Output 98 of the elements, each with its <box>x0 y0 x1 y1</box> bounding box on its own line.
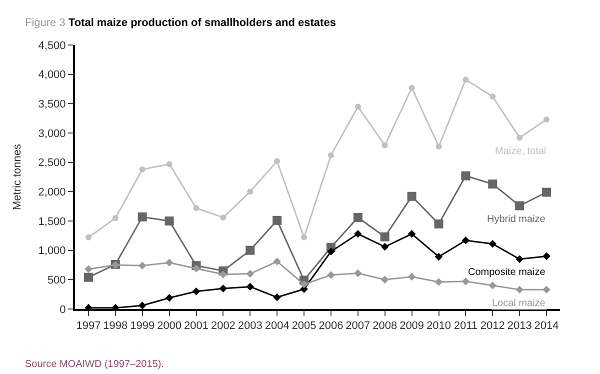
point <box>380 232 390 242</box>
point <box>353 212 362 222</box>
x-tick-label: 1997 <box>76 320 101 332</box>
x-tick-label: 2010 <box>426 320 451 332</box>
y-tick-label: 4,500 <box>38 40 66 52</box>
point <box>490 94 496 100</box>
y-tick-label: 2,000 <box>38 186 66 199</box>
point <box>166 161 172 168</box>
x-tick-label: 2011 <box>454 320 478 332</box>
point <box>246 246 255 255</box>
point <box>84 265 92 274</box>
point <box>462 236 470 244</box>
point <box>273 293 281 302</box>
point <box>544 116 550 123</box>
y-tick-label: 3,500 <box>38 98 66 111</box>
point <box>380 242 389 251</box>
x-tick-label: 2001 <box>184 320 208 332</box>
x-tick-label: 2009 <box>400 320 424 332</box>
x-tick-label: 2003 <box>238 320 262 332</box>
series-label: Hybrid maize <box>487 214 546 225</box>
point <box>247 188 254 195</box>
point <box>462 278 470 286</box>
point <box>165 294 174 302</box>
point <box>138 262 146 270</box>
point <box>542 188 552 197</box>
point <box>220 214 226 220</box>
point <box>327 248 335 256</box>
point <box>84 272 93 282</box>
point <box>407 192 416 201</box>
point <box>138 302 146 309</box>
point <box>139 166 146 172</box>
y-axis-title: Metric tonnes <box>11 143 24 210</box>
point <box>382 142 388 148</box>
point <box>138 212 147 222</box>
y-tick-label: 500 <box>47 274 66 287</box>
point <box>516 134 523 141</box>
point <box>354 104 361 110</box>
y-tick-label: 1,000 <box>38 245 66 258</box>
point <box>192 264 200 272</box>
point <box>327 271 335 279</box>
point <box>193 205 200 212</box>
point <box>516 286 524 294</box>
x-tick-label: 1998 <box>103 320 128 332</box>
point <box>434 278 443 286</box>
point <box>434 219 444 228</box>
point <box>272 216 282 225</box>
point <box>515 201 524 210</box>
point <box>273 258 281 266</box>
y-tick-label: 3,000 <box>38 128 66 140</box>
point <box>542 286 550 294</box>
series-label: Local maize <box>492 298 546 309</box>
point <box>436 143 442 150</box>
point <box>434 252 443 261</box>
point <box>354 269 362 278</box>
point <box>301 234 308 240</box>
point <box>246 270 254 278</box>
y-tick-label: 1,500 <box>38 216 66 228</box>
x-tick-label: 2007 <box>346 320 370 332</box>
x-tick-label: 2005 <box>292 320 316 332</box>
x-tick-label: 2008 <box>372 320 398 332</box>
source-note: Source MOAIWD (1997–2015). <box>25 359 164 370</box>
x-tick-label: 2013 <box>507 320 532 332</box>
x-tick-label: 2014 <box>534 320 559 332</box>
point <box>274 158 280 164</box>
point <box>300 280 308 288</box>
point <box>112 215 118 222</box>
point <box>488 180 498 189</box>
chart-subtitle: Total maize production of smallholders and estates <box>68 17 336 29</box>
point <box>246 282 254 291</box>
point <box>488 282 497 290</box>
point <box>165 258 174 267</box>
point <box>408 272 416 281</box>
x-tick-label: 2004 <box>264 320 290 332</box>
point <box>85 234 92 240</box>
y-tick-label: 0 <box>60 304 66 316</box>
point <box>408 84 415 91</box>
point <box>164 216 174 226</box>
x-tick-label: 1999 <box>130 320 155 332</box>
point <box>462 76 469 83</box>
series-label: Composite maize <box>468 267 546 278</box>
x-tick-label: 2012 <box>480 320 505 332</box>
point <box>542 252 550 260</box>
point <box>461 171 470 180</box>
point <box>380 276 389 284</box>
point <box>192 288 200 296</box>
y-tick-label: 2,500 <box>38 157 66 170</box>
point <box>328 152 334 158</box>
point <box>219 284 228 292</box>
point <box>354 230 362 238</box>
x-tick-label: 2002 <box>210 320 236 332</box>
series-label: Maize, total <box>495 146 546 157</box>
point <box>516 255 524 264</box>
x-tick-label: 2006 <box>318 320 344 332</box>
chart-title: Figure 3 <box>25 17 66 29</box>
y-tick-label: 4,000 <box>38 69 66 82</box>
point <box>408 230 416 238</box>
x-tick-label: 2000 <box>157 320 182 332</box>
point <box>488 240 497 248</box>
